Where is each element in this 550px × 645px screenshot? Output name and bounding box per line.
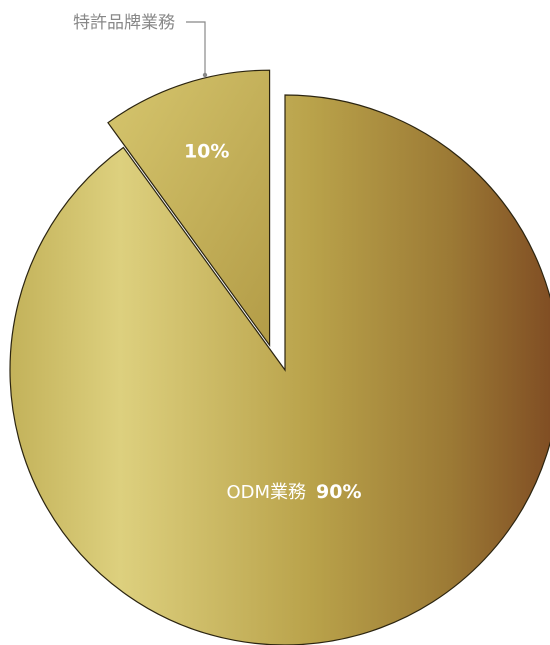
pie-slice-patent-brand: [107, 69, 271, 348]
slice-name-label-patent-brand: 特許品牌業務: [73, 13, 175, 33]
callout-leader-line: [186, 21, 206, 74]
callout-dot: [202, 72, 208, 78]
pie-slice-odm: [9, 94, 550, 645]
slice-value-label-patent-brand: 10%: [184, 141, 229, 163]
slice-value-label-odm: 90%: [316, 481, 361, 503]
slice-name-label-odm: ODM業務: [226, 482, 306, 503]
